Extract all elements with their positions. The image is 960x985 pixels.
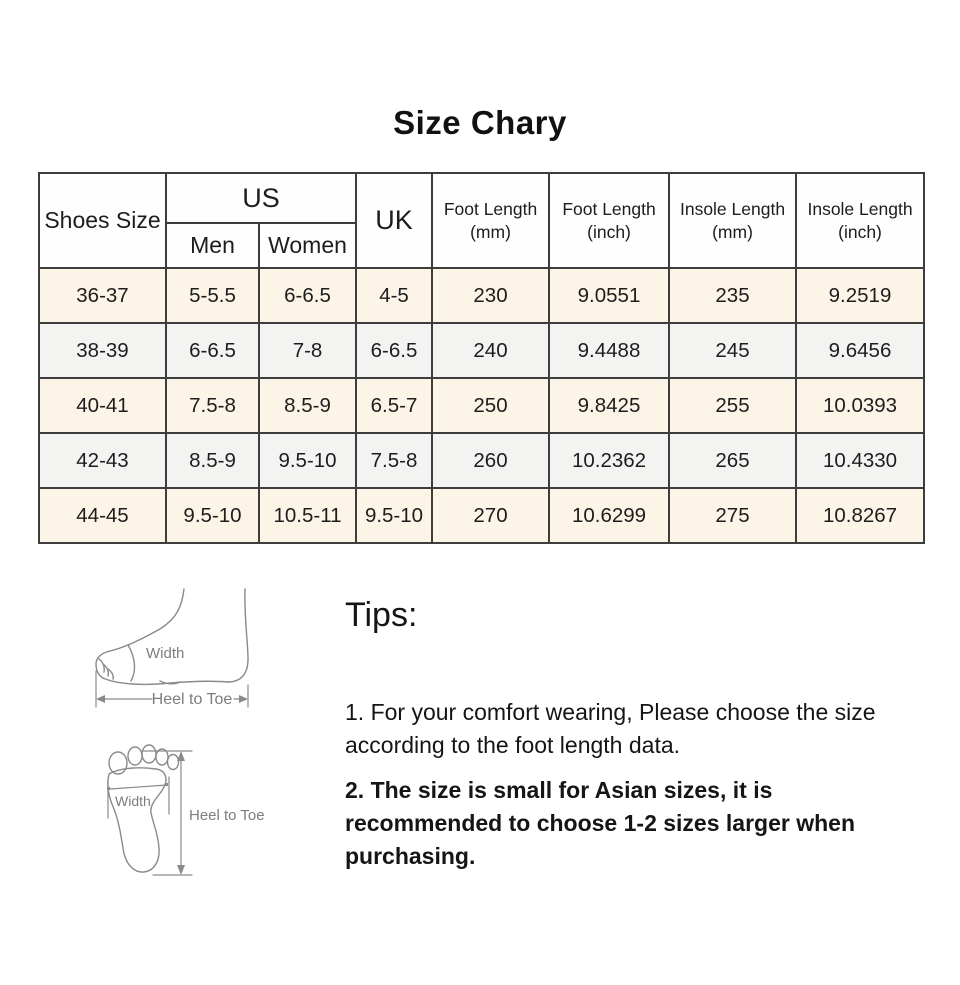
table-row: 44-45 9.5-10 10.5-11 9.5-10 270 10.6299 … — [38, 487, 926, 544]
header-line-2: (mm) — [470, 221, 511, 242]
side-width-label: Width — [146, 645, 184, 662]
cell-foot-mm: 270 — [431, 487, 551, 544]
cell-insole-inch: 10.4330 — [795, 432, 926, 489]
table-row: 38-39 6-6.5 7-8 6-6.5 240 9.4488 245 9.6… — [38, 322, 926, 379]
cell-insole-inch: 9.2519 — [795, 267, 926, 324]
cell-foot-inch: 10.6299 — [548, 487, 671, 544]
foot-side-view-icon: Width Heel to Toe — [95, 588, 249, 708]
cell-us-men: 7.5-8 — [165, 377, 260, 434]
cell-shoes-size: 44-45 — [38, 487, 167, 544]
tip-item-1: 1. For your comfort wearing, Please choo… — [345, 699, 876, 759]
cell-shoes-size: 40-41 — [38, 377, 167, 434]
col-header-us-men: Men — [165, 222, 260, 269]
cell-uk: 6-6.5 — [355, 322, 434, 379]
cell-uk: 9.5-10 — [355, 487, 434, 544]
cell-us-men: 8.5-9 — [165, 432, 260, 489]
cell-insole-mm: 275 — [668, 487, 798, 544]
cell-shoes-size: 42-43 — [38, 432, 167, 489]
col-header-shoes-size: Shoes Size — [38, 172, 167, 269]
cell-shoes-size: 36-37 — [38, 267, 167, 324]
table-row: 42-43 8.5-9 9.5-10 7.5-8 260 10.2362 265… — [38, 432, 926, 489]
header-line-2: (inch) — [587, 221, 631, 242]
table-row: 36-37 5-5.5 6-6.5 4-5 230 9.0551 235 9.2… — [38, 267, 926, 324]
cell-us-women: 10.5-11 — [257, 487, 358, 544]
cell-shoes-size: 38-39 — [38, 322, 167, 379]
cell-foot-mm: 260 — [431, 432, 551, 489]
cell-foot-inch: 9.4488 — [548, 322, 671, 379]
cell-foot-mm: 250 — [431, 377, 551, 434]
cell-uk: 7.5-8 — [355, 432, 434, 489]
col-header-us-women: Women — [257, 222, 358, 269]
cell-uk: 4-5 — [355, 267, 434, 324]
cell-us-men: 6-6.5 — [165, 322, 260, 379]
footprint-icon: Width Heel to Toe — [107, 744, 265, 876]
footprint-top-view-diagram: Width Heel to Toe — [93, 742, 273, 895]
header-line-2: (mm) — [712, 221, 753, 242]
cell-insole-mm: 245 — [668, 322, 798, 379]
cell-insole-inch: 10.0393 — [795, 377, 926, 434]
cell-insole-mm: 265 — [668, 432, 798, 489]
header-line-1: Foot Length — [562, 198, 656, 219]
cell-insole-mm: 255 — [668, 377, 798, 434]
col-header-foot-length-inch: Foot Length (inch) — [548, 172, 671, 269]
col-header-us: US — [164, 172, 358, 224]
cell-us-women: 7-8 — [257, 322, 358, 379]
col-header-uk: UK — [355, 172, 434, 269]
cell-insole-mm: 235 — [668, 267, 798, 324]
cell-us-women: 9.5-10 — [257, 432, 358, 489]
foot-side-view-diagram: Width Heel to Toe — [72, 585, 312, 718]
header-line-2: (inch) — [838, 221, 882, 242]
cell-foot-inch: 9.0551 — [548, 267, 671, 324]
cell-us-men: 5-5.5 — [165, 267, 260, 324]
tips-heading: Tips: — [345, 596, 418, 634]
cell-foot-inch: 10.2362 — [548, 432, 671, 489]
tip-item-2: 2. The size is small for Asian sizes, it… — [345, 777, 855, 870]
cell-foot-inch: 9.8425 — [548, 377, 671, 434]
header-line-1: Foot Length — [443, 198, 538, 219]
col-header-insole-length-inch: Insole Length (inch) — [795, 172, 926, 269]
cell-foot-mm: 240 — [431, 322, 551, 379]
cell-insole-inch: 9.6456 — [795, 322, 926, 379]
cell-insole-inch: 10.8267 — [795, 487, 926, 544]
top-width-label: Width — [115, 793, 151, 809]
side-heel-to-toe-label: Heel to Toe — [152, 691, 233, 708]
top-heel-to-toe-label: Heel to Toe — [189, 807, 265, 824]
page-title: Size Chary — [393, 104, 567, 141]
cell-foot-mm: 230 — [431, 267, 551, 324]
size-table: Shoes Size US UK Foot Length (mm) Foot L… — [38, 172, 926, 544]
table-row: 40-41 7.5-8 8.5-9 6.5-7 250 9.8425 255 1… — [38, 377, 926, 434]
size-table-header: Shoes Size US UK Foot Length (mm) Foot L… — [38, 172, 926, 269]
cell-uk: 6.5-7 — [355, 377, 434, 434]
cell-us-women: 6-6.5 — [257, 267, 358, 324]
cell-us-men: 9.5-10 — [165, 487, 260, 544]
col-header-insole-length-mm: Insole Length (mm) — [668, 172, 798, 269]
header-line-1: Insole Length — [807, 198, 913, 219]
header-line-1: Insole Length — [679, 198, 786, 219]
cell-us-women: 8.5-9 — [257, 377, 358, 434]
col-header-foot-length-mm: Foot Length (mm) — [431, 172, 551, 269]
